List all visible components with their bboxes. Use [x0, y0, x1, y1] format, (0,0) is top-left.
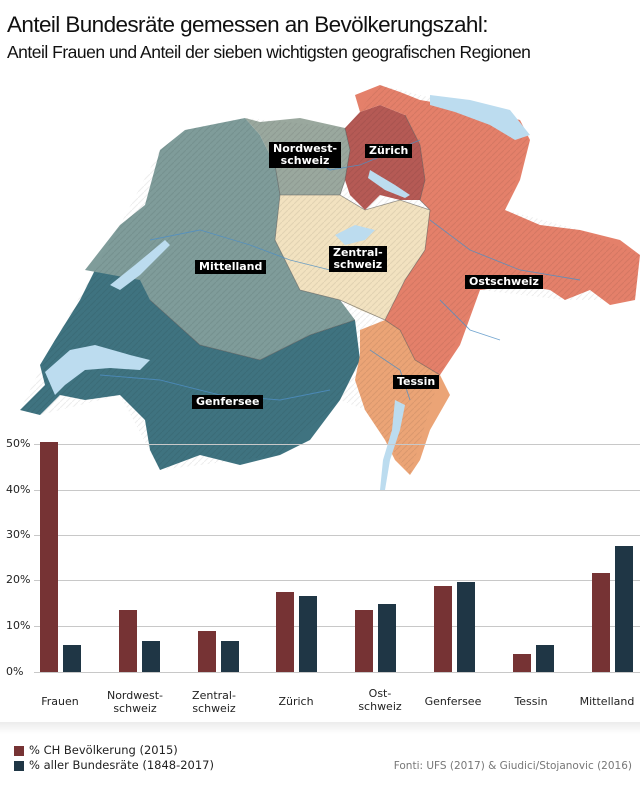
xlabel-frauen: Frauen [21, 695, 99, 708]
label-line: schweiz [280, 154, 330, 167]
ytick-40: 40% [6, 483, 31, 496]
ytick-10: 10% [6, 619, 31, 632]
xlabel-line: Genfersee [424, 695, 482, 708]
gridline-0 [34, 672, 640, 673]
map-label-genfersee: Genfersee [192, 395, 264, 409]
lake-constance-icon [430, 95, 530, 140]
bar-bundesraete [220, 641, 239, 672]
footer-divider [0, 722, 640, 734]
bar-population [434, 585, 452, 672]
gridline-10 [34, 626, 640, 627]
legend-label: % CH Bevölkerung (2015) [29, 743, 178, 757]
bar-bundesraete [614, 546, 633, 672]
map-label-mittelland: Mittelland [195, 260, 267, 274]
source-note: Fonti: UFS (2017) & Giudici/Stojanovic (… [393, 760, 632, 772]
lake-geneva-icon [45, 345, 150, 395]
bar-bundesraete [457, 581, 475, 672]
ytick-0: 0% [6, 665, 24, 678]
map-label-zurich: Zürich [365, 144, 413, 158]
xlabel-nordwestschweiz: Nordwest-schweiz [96, 689, 174, 715]
gridline-30 [34, 535, 640, 536]
lake-lucerne-icon [335, 225, 375, 245]
bar-population [591, 573, 610, 672]
bar-population [40, 442, 58, 672]
gridline-20 [34, 580, 640, 581]
xlabel-ostschweiz: Ost-schweiz [341, 687, 419, 713]
bar-population [118, 609, 137, 672]
xlabel-line: Zürich [278, 695, 314, 708]
map-svg [20, 85, 640, 490]
legend-swatch-navy-icon [14, 760, 24, 771]
bar-population [355, 609, 374, 672]
map-label-zentralschweiz: Zentral- schweiz [329, 246, 387, 272]
xlabel-tessin: Tessin [492, 695, 570, 708]
legend-item-population: % CH Bevölkerung (2015) [14, 743, 214, 758]
legend-item-bundesraete: % aller Bundesräte (1848-2017) [14, 758, 214, 773]
xlabel-zurich: Zürich [257, 695, 335, 708]
bar-bundesraete [378, 603, 397, 672]
chart-subtitle: Anteil Frauen und Anteil der sieben wich… [7, 42, 531, 62]
bar-chart: 50% 40% 30% 20% 10% 0% Frauen Nordwest-s… [0, 430, 640, 730]
xlabel-line: schweiz [113, 702, 157, 715]
label-line: Nordwest- [273, 142, 338, 155]
xlabel-line: schweiz [192, 702, 236, 715]
lake-neuchatel-icon [110, 240, 170, 290]
chart-title: Anteil Bundesräte gemessen an Bevölkerun… [7, 12, 488, 37]
bar-bundesraete [535, 645, 554, 672]
switzerland-region-map: Nordwest- schweiz Zürich Mittelland Zent… [0, 70, 640, 500]
bar-population [276, 591, 295, 672]
bar-bundesraete [299, 595, 318, 672]
xlabel-genfersee: Genfersee [414, 695, 492, 708]
xlabel-line: Frauen [41, 695, 79, 708]
legend-label: % aller Bundesräte (1848-2017) [29, 758, 214, 772]
lake-zurich-icon [368, 170, 410, 198]
ytick-30: 30% [6, 528, 31, 541]
gridline-50 [34, 444, 640, 445]
xlabel-line: Ost- [368, 687, 392, 700]
label-line: Zentral- [333, 246, 383, 259]
ytick-20: 20% [6, 573, 31, 586]
bar-bundesraete [141, 641, 160, 672]
xlabel-line: Tessin [514, 695, 548, 708]
bar-population [512, 654, 531, 672]
xlabel-line: schweiz [358, 700, 402, 713]
map-label-ostschweiz: Ostschweiz [465, 275, 543, 289]
map-label-tessin: Tessin [393, 375, 440, 389]
xlabel-mittelland: Mittelland [568, 695, 640, 708]
legend: % CH Bevölkerung (2015) % aller Bundesrä… [14, 743, 214, 773]
gridline-40 [34, 490, 640, 491]
xlabel-line: Zentral- [192, 689, 236, 702]
bar-bundesraete [63, 645, 81, 672]
xlabel-line: Mittelland [579, 695, 635, 708]
ytick-50: 50% [6, 437, 31, 450]
bar-population [197, 631, 216, 672]
lake-maggiore-icon [380, 400, 405, 490]
xlabel-line: Nordwest- [106, 689, 164, 702]
xlabel-zentralschweiz: Zentral-schweiz [175, 689, 253, 715]
label-line: schweiz [333, 258, 383, 271]
legend-swatch-red-icon [14, 745, 24, 756]
map-label-nordwestschweiz: Nordwest- schweiz [269, 142, 342, 168]
